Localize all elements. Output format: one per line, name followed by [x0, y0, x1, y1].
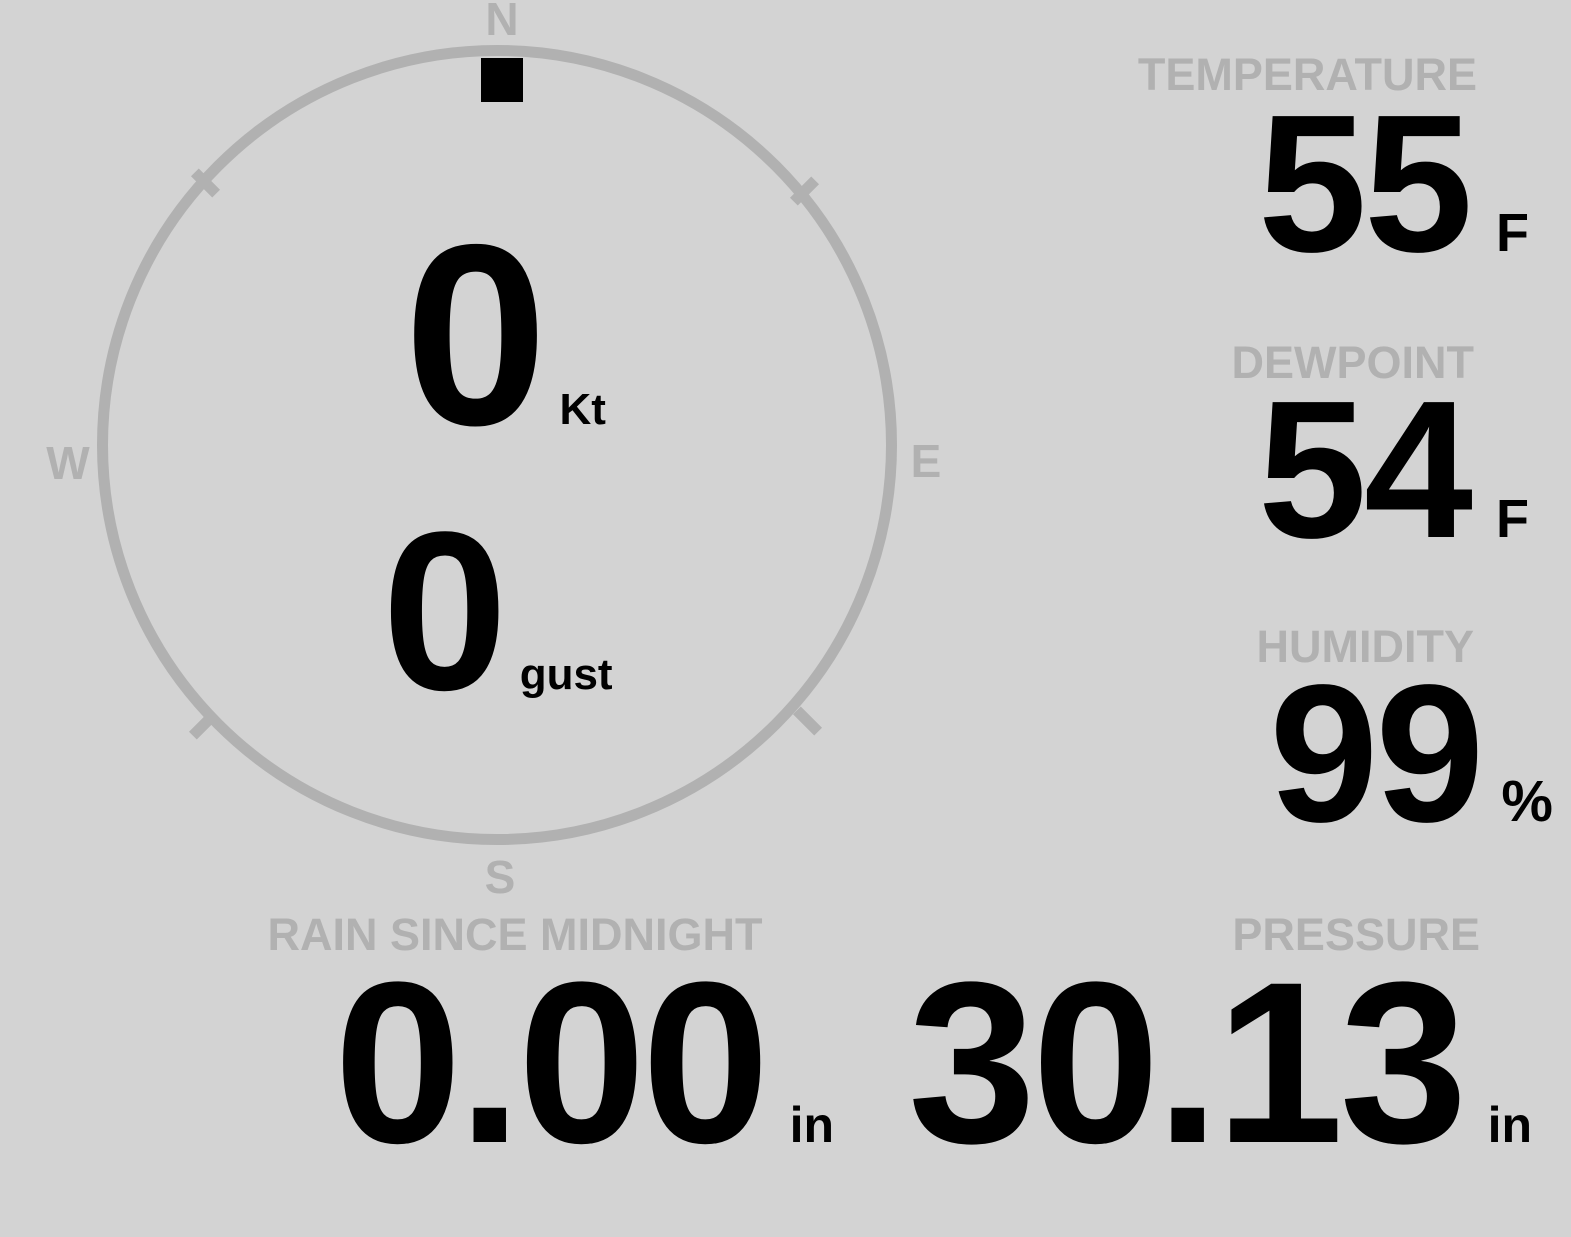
pressure-value: 30.13 [908, 934, 1468, 1191]
rain-since-midnight-value: 0.00 [334, 934, 770, 1191]
wind-speed-unit: Kt [559, 385, 606, 434]
compass-tick-se-icon [793, 706, 822, 736]
humidity-readout: 99 % [1269, 656, 1553, 852]
wind-speed-value: 0 [404, 190, 547, 479]
temperature-value: 55 [1257, 74, 1473, 293]
rain-since-midnight-unit: in [789, 1097, 835, 1153]
rain-since-midnight-label: RAIN SINCE MIDNIGHT [267, 909, 763, 960]
pressure-label: PRESSURE [1232, 909, 1480, 960]
humidity-unit: % [1501, 769, 1553, 834]
dewpoint-value: 54 [1257, 360, 1473, 579]
wind-gust-unit: gust [519, 650, 613, 699]
wind-gust-value: 0 [382, 484, 508, 737]
compass-ring [97, 45, 897, 845]
pressure-unit: in [1487, 1097, 1532, 1153]
dewpoint-unit: F [1496, 489, 1529, 549]
wind-direction-marker-icon [481, 58, 523, 102]
temperature-unit: F [1496, 203, 1529, 263]
wind-speed-readout: 0 Kt [404, 206, 606, 464]
temperature-readout: 55 F [1258, 86, 1529, 282]
wind-compass-panel: N E S W 0 Kt 0 gust [0, 0, 1000, 920]
cardinal-north-label: N [485, 0, 519, 45]
rain-since-midnight-readout: 0.00 in [334, 948, 834, 1178]
pressure-readout: 30.13 in [908, 948, 1532, 1178]
dewpoint-readout: 54 F [1258, 372, 1529, 568]
humidity-value: 99 [1269, 644, 1484, 863]
cardinal-south-label: S [484, 851, 516, 903]
humidity-label: HUMIDITY [1256, 621, 1475, 672]
cardinal-west-label: W [46, 437, 90, 489]
cardinal-east-label: E [910, 435, 942, 487]
temperature-label: TEMPERATURE [1137, 49, 1477, 100]
wind-gust-readout: 0 gust [382, 498, 613, 724]
dewpoint-label: DEWPOINT [1231, 337, 1475, 388]
